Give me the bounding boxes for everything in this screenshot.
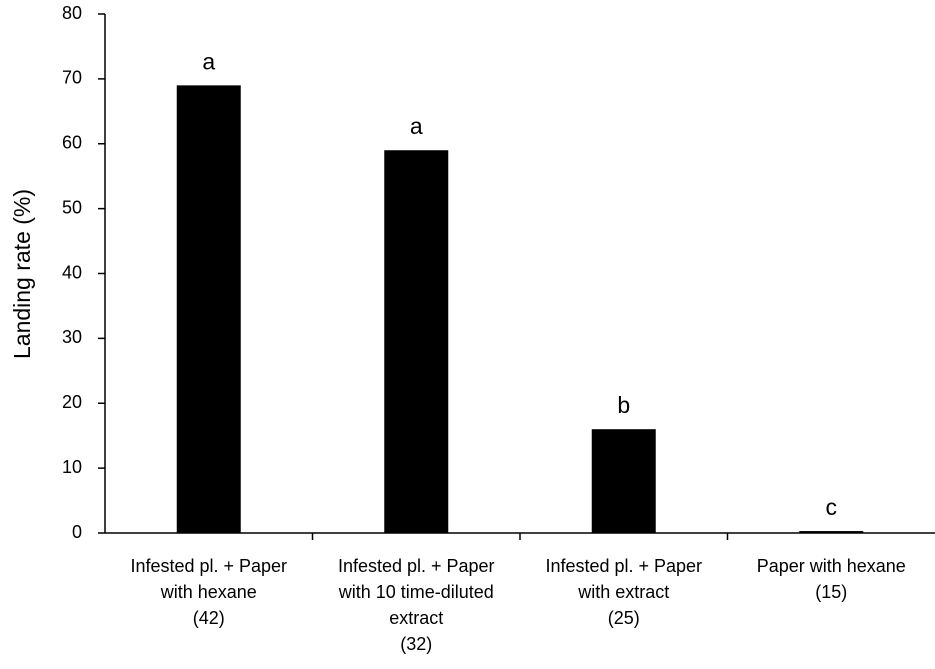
significance-label: c	[826, 494, 838, 520]
x-tick-label: Infested pl. + Paper with hexane (42)	[130, 556, 287, 628]
y-tick-label: 20	[62, 392, 82, 412]
y-tick-label: 60	[62, 133, 82, 153]
y-tick-label: 10	[62, 457, 82, 477]
bar	[591, 429, 656, 533]
y-tick-label: 40	[62, 262, 82, 282]
y-tick-label: 70	[62, 68, 82, 88]
bar	[799, 531, 864, 533]
y-tick-label: 0	[72, 522, 82, 542]
y-tick-label: 30	[62, 327, 82, 347]
y-tick-label: 50	[62, 197, 82, 217]
significance-label: a	[410, 113, 423, 139]
significance-label: a	[202, 48, 215, 74]
x-tick-label: Infested pl. + Paper with 10 time-diluted…	[338, 556, 495, 654]
bar	[176, 85, 241, 534]
x-tick-label: Infested pl. + Paper with extract (25)	[545, 556, 702, 628]
y-axis-title: Landing rate (%)	[9, 189, 35, 359]
x-tick-label: Paper with hexane (15)	[757, 556, 906, 602]
significance-label: b	[617, 392, 630, 418]
bar	[384, 150, 449, 534]
y-tick-label: 80	[62, 3, 82, 23]
